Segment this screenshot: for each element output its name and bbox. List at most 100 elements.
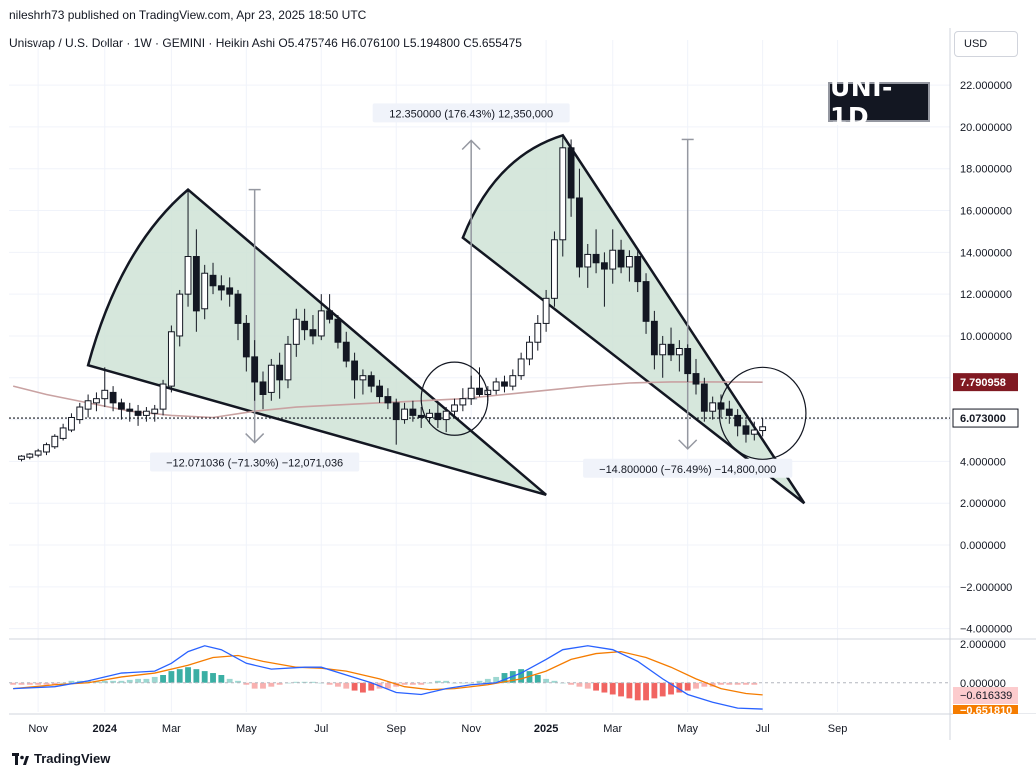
macd-bar-74 — [626, 682, 633, 699]
macd-bar-9 — [85, 680, 92, 683]
candle-body-28 — [251, 356, 259, 383]
price-tick-label-1: 20.000000 — [960, 122, 1012, 134]
measure-label-bg-1 — [372, 103, 570, 123]
symbol-title[interactable]: Uniswap / U.S. Dollar · 1W · GEMINI · He… — [9, 36, 276, 50]
price-tick-label-12: −2.000000 — [960, 582, 1012, 594]
candle-body-68 — [584, 253, 592, 268]
macd-bar-41 — [351, 682, 358, 691]
candle-body-83 — [709, 402, 717, 412]
candle-body-89 — [759, 426, 767, 432]
candle-body-43 — [376, 385, 383, 398]
macd-bar-85 — [718, 682, 724, 685]
candle-body-5 — [59, 427, 67, 439]
macd-bar-20 — [176, 669, 183, 683]
candle-body-73 — [625, 256, 633, 268]
macd-bar-63 — [534, 675, 541, 683]
candle-body-35 — [309, 329, 317, 337]
macd-tick-label-1: 0.000000 — [960, 678, 1006, 690]
price-tick-label-3: 16.000000 — [960, 206, 1012, 218]
candle-body-12 — [118, 402, 125, 410]
macd-bar-14 — [126, 679, 133, 683]
macd-bar-78 — [659, 682, 666, 697]
macd-bar-30 — [260, 682, 266, 689]
measure-arrowhead-0 — [245, 433, 265, 444]
currency-selector[interactable]: USD — [954, 31, 1018, 57]
macd-bar-47 — [401, 682, 408, 685]
candle-body-63 — [542, 297, 550, 324]
measure-label-1: 12.350000 (176.43%) 12,350,000 — [389, 108, 553, 120]
ma-price-tag: 7.790958 — [960, 377, 1006, 389]
macd-bar-64 — [543, 678, 550, 683]
candle-body-53 — [459, 398, 467, 406]
candle-body-0 — [18, 455, 25, 460]
candle-body-54 — [467, 387, 475, 400]
tradingview-footer[interactable]: TradingView — [12, 751, 110, 766]
candle-body-76 — [650, 320, 658, 356]
candle-body-32 — [284, 343, 292, 381]
macd-bar-86 — [726, 682, 733, 685]
measure-label-bg-2 — [583, 458, 793, 478]
macd-bar-57 — [484, 678, 491, 683]
time-tick-label-3: May — [236, 723, 257, 735]
macd-bar-87 — [734, 682, 741, 685]
macd-bar-2 — [26, 682, 33, 685]
macd-bar-4 — [43, 682, 50, 685]
candle-body-72 — [617, 249, 625, 268]
macd-bar-82 — [693, 682, 699, 689]
macd-bar-39 — [335, 682, 341, 687]
time-tick-label-1: 2024 — [93, 723, 118, 735]
time-tick-label-8: Mar — [603, 723, 622, 735]
candle-body-25 — [226, 287, 234, 295]
candle-body-11 — [109, 391, 117, 404]
candle-body-3 — [43, 444, 50, 453]
macd-line — [13, 645, 763, 710]
macd-bar-24 — [210, 673, 216, 683]
price-tick-label-2: 18.000000 — [960, 164, 1012, 176]
candle-body-82 — [700, 383, 708, 412]
macd-bar-15 — [135, 678, 141, 683]
macd-bar-12 — [110, 680, 117, 683]
macd-bar-23 — [201, 671, 208, 683]
symbol-line: Uniswap / U.S. Dollar · 1W · GEMINI · He… — [9, 36, 522, 50]
ohlc-readout: O5.475746 H6.076100 L5.194800 C5.655475 — [278, 36, 522, 50]
candle-body-52 — [451, 404, 458, 412]
price-tick-label-10: 2.000000 — [960, 498, 1006, 510]
macd-bar-52 — [443, 680, 450, 683]
candle-body-33 — [292, 318, 300, 345]
measure-label-bg-0 — [150, 452, 360, 472]
macd-bar-16 — [143, 678, 150, 683]
macd-bar-73 — [618, 682, 624, 697]
highlight-circle-0 — [420, 361, 489, 436]
macd-bar-7 — [68, 680, 75, 683]
candle-body-60 — [517, 358, 525, 377]
macd-bar-69 — [584, 682, 591, 689]
candle-body-40 — [351, 360, 359, 381]
macd-bar-40 — [343, 682, 350, 689]
macd-bar-67 — [568, 682, 575, 685]
macd-tick-label-0: 2.000000 — [960, 639, 1006, 651]
falling-wedge-0 — [86, 187, 547, 497]
macd-bar-26 — [226, 678, 233, 683]
tradingview-logo-icon — [12, 752, 29, 765]
macd-bar-5 — [51, 682, 58, 685]
macd-bar-58 — [493, 676, 500, 683]
time-tick-label-7: 2025 — [534, 723, 558, 735]
candle-body-30 — [267, 364, 275, 393]
candle-body-50 — [434, 412, 442, 421]
measure-arrowhead-1 — [461, 139, 481, 151]
candle-body-1 — [26, 453, 34, 458]
candle-body-77 — [659, 343, 667, 356]
price-tick-label-11: 0.000000 — [960, 540, 1006, 552]
macd-bar-75 — [634, 682, 641, 701]
signal-value-tag-bg — [953, 705, 1018, 714]
macd-bar-71 — [601, 682, 608, 693]
macd-bar-22 — [193, 669, 200, 683]
candle-body-44 — [384, 396, 392, 404]
candle-body-15 — [142, 410, 150, 416]
candle-body-80 — [684, 348, 692, 375]
candle-body-87 — [742, 425, 750, 435]
candle-body-57 — [492, 381, 500, 391]
measure-label-2: −14.800000 (−76.49%) −14,800,000 — [599, 464, 776, 476]
candle-body-31 — [276, 364, 284, 381]
